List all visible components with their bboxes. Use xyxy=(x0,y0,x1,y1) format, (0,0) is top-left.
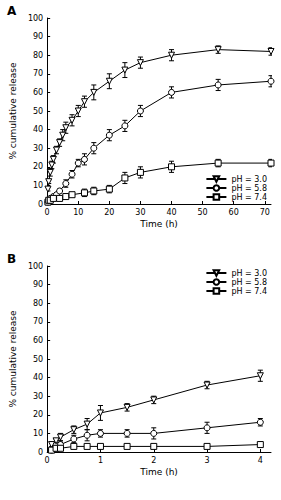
svg-text:80: 80 xyxy=(33,51,43,60)
svg-text:20: 20 xyxy=(33,410,43,419)
svg-text:pH = 5.8: pH = 5.8 xyxy=(231,278,267,287)
svg-text:100: 100 xyxy=(28,14,43,23)
svg-text:80: 80 xyxy=(33,299,43,308)
svg-text:Time (h): Time (h) xyxy=(139,219,178,229)
svg-text:40: 40 xyxy=(33,373,43,382)
svg-text:70: 70 xyxy=(33,317,43,326)
svg-text:50: 50 xyxy=(198,208,208,217)
svg-text:1: 1 xyxy=(98,456,103,465)
svg-text:40: 40 xyxy=(33,125,43,134)
svg-text:30: 30 xyxy=(33,392,43,401)
svg-text:90: 90 xyxy=(33,280,43,289)
svg-text:0: 0 xyxy=(45,208,50,217)
svg-text:20: 20 xyxy=(33,162,43,171)
svg-text:pH = 3.0: pH = 3.0 xyxy=(231,175,267,184)
svg-text:A: A xyxy=(7,4,17,18)
svg-text:50: 50 xyxy=(33,107,43,116)
svg-text:30: 30 xyxy=(135,208,145,217)
svg-text:70: 70 xyxy=(260,208,270,217)
svg-text:% cumulative release: % cumulative release xyxy=(8,310,18,408)
svg-text:Time (h): Time (h) xyxy=(139,467,178,477)
svg-text:20: 20 xyxy=(104,208,114,217)
svg-text:30: 30 xyxy=(33,144,43,153)
svg-text:10: 10 xyxy=(73,208,83,217)
svg-text:60: 60 xyxy=(33,88,43,97)
svg-text:2: 2 xyxy=(151,456,156,465)
svg-text:3: 3 xyxy=(205,456,210,465)
svg-text:90: 90 xyxy=(33,32,43,41)
svg-text:pH = 3.0: pH = 3.0 xyxy=(231,269,267,278)
svg-text:pH = 7.4: pH = 7.4 xyxy=(231,193,267,202)
svg-text:10: 10 xyxy=(33,181,43,190)
svg-text:60: 60 xyxy=(229,208,239,217)
svg-text:10: 10 xyxy=(33,429,43,438)
svg-text:70: 70 xyxy=(33,69,43,78)
svg-text:B: B xyxy=(7,252,16,266)
svg-text:% cumulative release: % cumulative release xyxy=(8,62,18,160)
svg-text:50: 50 xyxy=(33,355,43,364)
svg-text:pH = 7.4: pH = 7.4 xyxy=(231,287,267,296)
svg-text:100: 100 xyxy=(28,262,43,271)
svg-text:0: 0 xyxy=(38,200,43,209)
svg-text:pH = 5.8: pH = 5.8 xyxy=(231,184,267,193)
svg-text:40: 40 xyxy=(166,208,176,217)
svg-text:60: 60 xyxy=(33,336,43,345)
svg-text:4: 4 xyxy=(258,456,263,465)
svg-text:0: 0 xyxy=(38,448,43,457)
svg-text:0: 0 xyxy=(45,456,50,465)
